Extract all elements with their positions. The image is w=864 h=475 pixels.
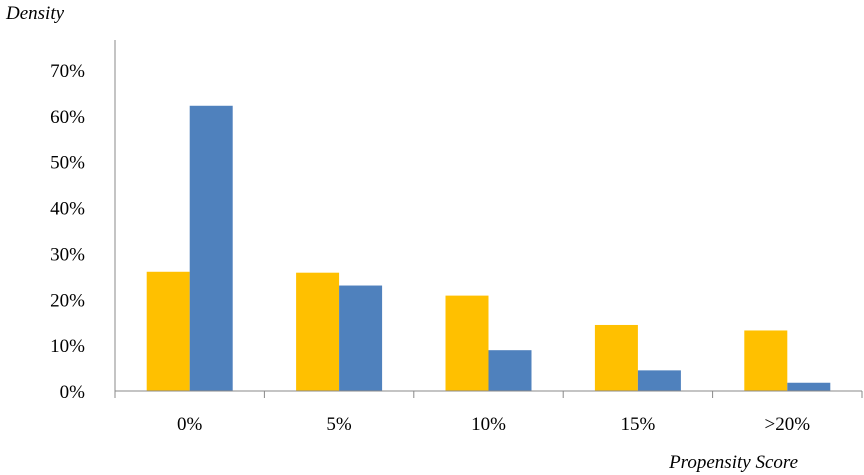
x-tick-label: 0% <box>177 414 203 435</box>
y-tick-label: 70% <box>50 61 85 82</box>
y-tick-label: 50% <box>50 153 85 174</box>
y-tick-label: 30% <box>50 244 85 265</box>
x-axis-title: Propensity Score <box>668 452 798 473</box>
bar-series-1-0 <box>146 271 190 391</box>
x-tick-label: >20% <box>765 414 811 435</box>
bar-series-1-3 <box>594 324 638 391</box>
x-tick-label: 5% <box>326 414 352 435</box>
y-tick-label: 10% <box>50 336 85 357</box>
y-ticks-group: 0% 10% 20% 30% 40% 50% 60% 70% <box>50 61 85 403</box>
bar-series-2-2 <box>488 350 532 391</box>
bar-series-2-0 <box>189 105 233 392</box>
x-ticks-group: 0% 5% 10% 15% >20% <box>114 391 863 435</box>
y-axis-title: Density <box>5 3 65 24</box>
bar-series-2-1 <box>339 285 383 391</box>
x-tick-label: 15% <box>620 414 655 435</box>
x-tick-label: 10% <box>471 414 506 435</box>
y-tick-label: 0% <box>60 382 86 403</box>
y-tick-label: 20% <box>50 290 85 311</box>
bar-series-1-1 <box>296 272 340 391</box>
bars-group <box>146 105 831 392</box>
y-tick-label: 40% <box>50 199 85 220</box>
bar-series-2-3 <box>637 370 681 391</box>
bar-series-1-4 <box>744 330 788 391</box>
bar-series-2-4 <box>787 382 831 391</box>
y-tick-label: 60% <box>50 107 85 128</box>
bar-series-1-2 <box>445 295 489 391</box>
